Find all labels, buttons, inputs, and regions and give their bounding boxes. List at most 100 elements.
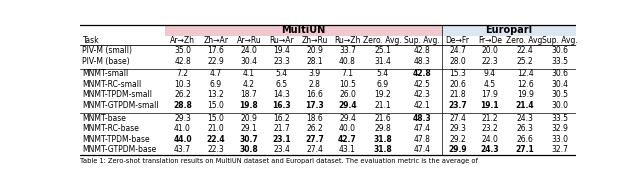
Text: 32.9: 32.9 <box>552 124 568 133</box>
Text: Task: Task <box>83 36 99 45</box>
Text: MNMT-TPDM-base: MNMT-TPDM-base <box>83 134 150 144</box>
Text: 20.6: 20.6 <box>449 80 466 89</box>
Text: 24.7: 24.7 <box>449 46 466 55</box>
Text: 30.0: 30.0 <box>552 101 569 110</box>
Text: 21.8: 21.8 <box>449 90 466 99</box>
Text: 21.7: 21.7 <box>273 124 290 133</box>
Text: 19.2: 19.2 <box>374 90 391 99</box>
Text: 40.8: 40.8 <box>339 57 356 66</box>
Text: 14.3: 14.3 <box>273 90 290 99</box>
Text: 22.3: 22.3 <box>207 145 225 154</box>
Text: Zh→Ru: Zh→Ru <box>301 36 328 45</box>
Text: PIV-M (base): PIV-M (base) <box>83 57 130 66</box>
Text: 4.5: 4.5 <box>484 80 496 89</box>
Text: 31.4: 31.4 <box>374 57 391 66</box>
Text: 30.7: 30.7 <box>239 134 259 144</box>
Text: 30.6: 30.6 <box>552 46 569 55</box>
Text: 20.0: 20.0 <box>481 46 499 55</box>
Text: 15.0: 15.0 <box>207 101 225 110</box>
Text: 17.6: 17.6 <box>207 46 225 55</box>
Text: 24.3: 24.3 <box>481 145 499 154</box>
Text: 23.1: 23.1 <box>273 134 291 144</box>
Text: 29.9: 29.9 <box>448 145 467 154</box>
Text: 26.6: 26.6 <box>516 134 534 144</box>
Text: 35.0: 35.0 <box>174 46 191 55</box>
Text: Zh→Ar: Zh→Ar <box>204 36 228 45</box>
Text: MultiUN: MultiUN <box>281 25 326 35</box>
Text: 29.4: 29.4 <box>339 114 356 123</box>
Text: 42.5: 42.5 <box>413 80 430 89</box>
Text: 47.4: 47.4 <box>413 145 430 154</box>
Text: 17.9: 17.9 <box>481 90 499 99</box>
Text: 22.3: 22.3 <box>481 57 499 66</box>
Text: Ru→Zh: Ru→Zh <box>334 36 361 45</box>
Text: Ru→Ar: Ru→Ar <box>269 36 294 45</box>
Text: Sup. Avg.: Sup. Avg. <box>542 36 578 45</box>
Text: 42.8: 42.8 <box>413 46 430 55</box>
Text: 21.6: 21.6 <box>374 114 391 123</box>
Text: MNMT-RC-base: MNMT-RC-base <box>83 124 140 133</box>
Text: Fr→De: Fr→De <box>478 36 502 45</box>
Text: 15.3: 15.3 <box>449 70 466 79</box>
Text: 23.7: 23.7 <box>448 101 467 110</box>
Text: 28.1: 28.1 <box>307 57 323 66</box>
Text: 6.5: 6.5 <box>276 80 288 89</box>
Text: 42.8: 42.8 <box>412 70 431 79</box>
Text: 10.3: 10.3 <box>174 80 191 89</box>
Text: De→Fr: De→Fr <box>445 36 470 45</box>
Text: 13.2: 13.2 <box>207 90 225 99</box>
Text: MNMT-GTPDM-small: MNMT-GTPDM-small <box>83 101 159 110</box>
Text: 16.6: 16.6 <box>306 90 323 99</box>
Text: 20.9: 20.9 <box>306 46 323 55</box>
Text: 48.3: 48.3 <box>412 114 431 123</box>
Text: 7.1: 7.1 <box>342 70 353 79</box>
Text: 27.7: 27.7 <box>305 134 324 144</box>
Bar <box>442 24 576 36</box>
Text: 31.8: 31.8 <box>373 134 392 144</box>
Text: 23.2: 23.2 <box>481 124 499 133</box>
Text: 2.8: 2.8 <box>308 80 321 89</box>
Text: 29.3: 29.3 <box>449 124 466 133</box>
Text: 42.3: 42.3 <box>413 90 430 99</box>
Text: 47.4: 47.4 <box>413 124 430 133</box>
Text: 5.4: 5.4 <box>276 70 288 79</box>
Text: 17.3: 17.3 <box>305 101 324 110</box>
Text: Ar→Ru: Ar→Ru <box>237 36 261 45</box>
Text: 48.3: 48.3 <box>413 57 430 66</box>
Text: MNMT-GTPDM-base: MNMT-GTPDM-base <box>83 145 157 154</box>
Text: 19.9: 19.9 <box>516 90 534 99</box>
Text: Europarl: Europarl <box>485 25 532 35</box>
Text: 32.7: 32.7 <box>552 145 568 154</box>
Text: 29.2: 29.2 <box>449 134 466 144</box>
Text: 25.2: 25.2 <box>517 57 534 66</box>
Text: 5.4: 5.4 <box>377 70 389 79</box>
Text: 23.3: 23.3 <box>273 57 290 66</box>
Text: 20.9: 20.9 <box>241 114 257 123</box>
Text: MNMT-small: MNMT-small <box>83 70 129 79</box>
Text: 28.8: 28.8 <box>173 101 192 110</box>
Text: 29.3: 29.3 <box>174 114 191 123</box>
Text: MNMT-base: MNMT-base <box>83 114 126 123</box>
Text: MNMT-RC-small: MNMT-RC-small <box>83 80 141 89</box>
Text: 24.3: 24.3 <box>516 114 534 123</box>
Text: 18.6: 18.6 <box>306 114 323 123</box>
Text: 42.7: 42.7 <box>338 134 357 144</box>
Text: Zero. Avg.: Zero. Avg. <box>506 36 545 45</box>
Text: PIV-M (small): PIV-M (small) <box>83 46 132 55</box>
Text: 16.2: 16.2 <box>273 114 290 123</box>
Text: 26.2: 26.2 <box>174 90 191 99</box>
Text: 3.9: 3.9 <box>308 70 321 79</box>
Text: 21.1: 21.1 <box>374 101 391 110</box>
Text: 9.4: 9.4 <box>484 70 496 79</box>
Text: 19.4: 19.4 <box>273 46 290 55</box>
Text: 4.2: 4.2 <box>243 80 255 89</box>
Text: 21.4: 21.4 <box>516 101 534 110</box>
Text: 28.0: 28.0 <box>449 57 466 66</box>
Text: MNMT-TPDM-small: MNMT-TPDM-small <box>83 90 152 99</box>
Text: 29.1: 29.1 <box>241 124 257 133</box>
Text: 24.0: 24.0 <box>481 134 499 144</box>
Text: 18.7: 18.7 <box>241 90 257 99</box>
Text: 42.1: 42.1 <box>413 101 430 110</box>
Text: 30.4: 30.4 <box>241 57 257 66</box>
Text: 21.0: 21.0 <box>207 124 225 133</box>
